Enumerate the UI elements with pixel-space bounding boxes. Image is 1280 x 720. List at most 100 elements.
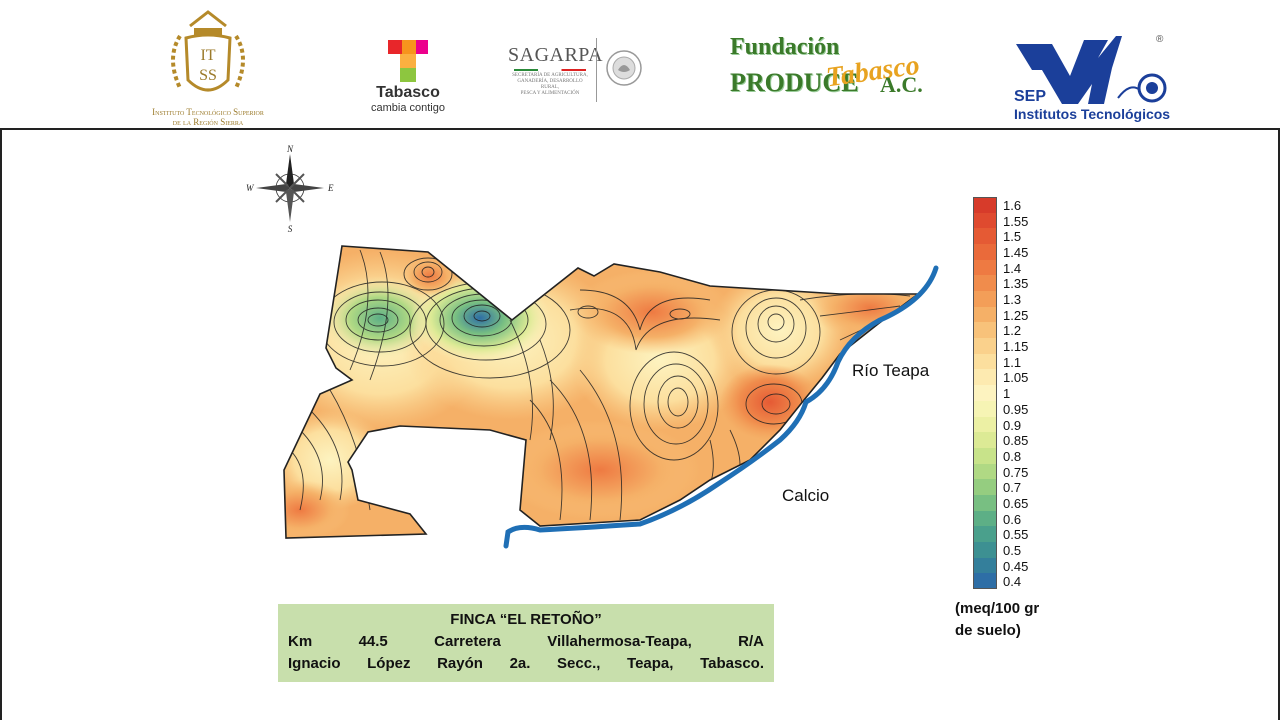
legend-swatch [973, 400, 997, 417]
legend-tick-label: 0.5 [1003, 542, 1022, 558]
legend-swatch [973, 212, 997, 229]
fundacion-produce-logo: Fundación PRODUCE Tabasco A.C. [730, 34, 930, 106]
header-rule [0, 128, 1280, 130]
legend-tick-label: 1.6 [1003, 198, 1022, 213]
sep-logo: ® SEP Institutos Tecnológicos [1012, 34, 1182, 126]
legend-border [973, 197, 997, 589]
units-line-1: (meq/100 gr [955, 600, 1040, 617]
legend-swatch [973, 479, 997, 496]
variable-label: Calcio [782, 486, 830, 505]
farm-info-box: FINCA “EL RETOÑO” Km 44.5 Carretera Vill… [278, 604, 774, 682]
units-line-2: de suelo) [955, 622, 1021, 639]
legend-swatch [973, 494, 997, 512]
legend-swatch [973, 291, 997, 308]
legend-tick-label: 0.45 [1003, 558, 1029, 574]
legend-swatch [973, 541, 997, 559]
mexico-seal-icon [606, 50, 642, 86]
compass-s: S [288, 224, 293, 234]
frame-left [0, 0, 2, 720]
produce-word: PRODUCE [730, 68, 859, 97]
legend-tick-label: 1.45 [1003, 245, 1029, 261]
farm-name: FINCA “EL RETOÑO” [450, 611, 602, 628]
legend-swatch [973, 197, 997, 214]
tabasco-tagline: cambia contigo [371, 102, 445, 114]
legend-tick-label: 1 [1003, 386, 1011, 402]
legend-tick-label: 1.3 [1003, 292, 1022, 308]
legend-swatch [973, 573, 997, 590]
legend-tick-label: 1.35 [1003, 276, 1029, 292]
tabasco-word: Tabasco [376, 84, 440, 101]
sep-word: SEP [1014, 88, 1047, 105]
legend-tick-label: 1.55 [1003, 213, 1029, 229]
farm-fill [284, 246, 918, 538]
legend-swatch [973, 353, 997, 370]
sagarpa-logo: SAGARPA SECRETARÍA DE AGRICULTURA, GANAD… [508, 36, 648, 112]
legend-tick-label: 1.5 [1003, 229, 1022, 245]
legend-tick-label: 0.65 [1003, 495, 1029, 511]
legend-tick-label: 0.6 [1003, 511, 1022, 527]
svg-text:IT: IT [200, 47, 215, 64]
legend-tick-label: 1.15 [1003, 339, 1029, 355]
fundacion-word: Fundación [730, 34, 840, 60]
legend-swatch [973, 275, 997, 292]
sagarpa-small-3: PESCA Y ALIMENTACIÓN [520, 91, 580, 96]
legend-tick-label: 0.85 [1003, 433, 1029, 449]
sagarpa-small-1: SECRETARÍA DE AGRICULTURA, [512, 73, 588, 78]
logo-header: IT SS Instituto Tecnológico Superior de … [0, 0, 1280, 128]
legend-tick-label: 0.95 [1003, 401, 1029, 417]
legend-swatch [973, 447, 997, 465]
itss-caption-1: Instituto Tecnológico Superior [152, 107, 264, 117]
compass-rose-icon: N S E W [246, 144, 334, 234]
itss-crest-icon: IT SS [171, 10, 245, 92]
river-label: Río Teapa [852, 361, 930, 380]
legend-swatch [973, 244, 997, 261]
legend-tick-label: 1.25 [1003, 307, 1029, 323]
legend-swatch [973, 557, 997, 574]
sagarpa-word: SAGARPA [508, 44, 604, 66]
farm-address-2: Ignacio López Rayón 2a. Secc., Teapa, Ta… [288, 655, 764, 672]
legend-tick-label: 1.4 [1003, 260, 1022, 276]
farm-address-1: Km 44.5 Carretera Villahermosa-Teapa, R/… [288, 633, 764, 650]
legend-swatch [973, 338, 997, 355]
legend-swatch [973, 228, 997, 245]
legend-swatch [973, 432, 997, 449]
legend-swatch [973, 385, 997, 402]
legend-swatch [973, 526, 997, 543]
itss-logo: IT SS Instituto Tecnológico Superior de … [130, 8, 286, 127]
sagarpa-divider [596, 38, 597, 102]
units-label: (meq/100 gr de suelo) [955, 598, 1095, 642]
legend-swatch [973, 322, 997, 339]
contour-map: N S E W [246, 144, 939, 549]
legend-tick-label: 1.05 [1003, 370, 1029, 386]
compass-w: W [246, 183, 255, 193]
sagarpa-small-2: GANADERÍA, DESARROLLO RURAL, [517, 79, 583, 90]
legend-swatch [973, 463, 997, 480]
sep-emblem-icon [1016, 36, 1167, 104]
legend-tick-label: 1.2 [1003, 323, 1022, 339]
legend-swatch [973, 369, 997, 386]
sep-sub: Institutos Tecnológicos [1014, 106, 1171, 122]
svg-text:SS: SS [199, 67, 217, 84]
legend-tick-label: 0.8 [1003, 448, 1022, 464]
sagarpa-flag-stripe [514, 69, 586, 71]
legend-swatch [973, 416, 997, 433]
farm-outline [283, 245, 921, 539]
legend-tick-label: 0.7 [1003, 480, 1022, 496]
frame-right [1278, 0, 1280, 720]
sep-registered: ® [1156, 34, 1164, 45]
tabasco-t-icon [388, 40, 428, 82]
legend-tick-label: 0.9 [1003, 417, 1022, 433]
compass-n: N [286, 144, 294, 154]
compass-e: E [327, 183, 334, 193]
ac-word: A.C. [880, 72, 923, 97]
legend-swatch [973, 510, 997, 527]
legend-tick-label: 0.4 [1003, 574, 1022, 590]
tabasco-logo: Tabasco cambia contigo [368, 38, 448, 122]
itss-caption-2: de la Región Sierra [172, 117, 244, 127]
legend-tick-label: 0.55 [1003, 527, 1029, 543]
legend-tick-label: 1.1 [1003, 354, 1022, 370]
legend-swatch [973, 306, 997, 323]
rio-teapa-river [503, 265, 939, 549]
legend-tick-label: 0.75 [1003, 464, 1029, 480]
legend-swatch [973, 259, 997, 276]
